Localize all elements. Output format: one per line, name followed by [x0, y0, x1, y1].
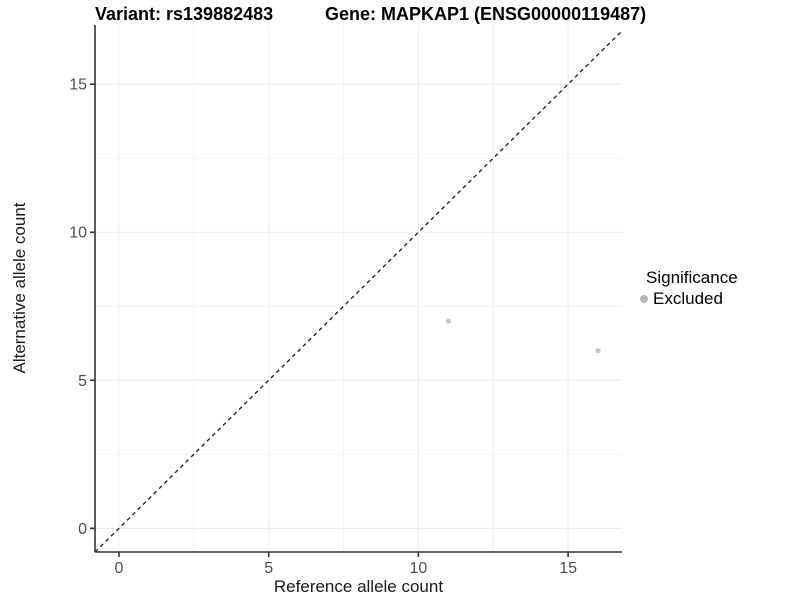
y-tick-label: 15 — [69, 77, 87, 94]
x-tick-label: 15 — [559, 560, 577, 577]
legend-key-dot-icon — [640, 295, 648, 303]
identity-reference-line — [94, 30, 623, 553]
data-point — [595, 348, 601, 354]
x-axis-title: Reference allele count — [273, 577, 444, 596]
y-tick-label: 5 — [78, 373, 87, 390]
y-axis-title: Alternative allele count — [10, 202, 29, 374]
legend-title: Significance — [646, 268, 738, 287]
legend-item-label: Excluded — [653, 289, 723, 308]
legend-item-excluded: Excluded — [636, 289, 738, 309]
legend: Significance Excluded — [636, 267, 738, 309]
x-tick-label: 10 — [409, 560, 427, 577]
data-point — [445, 318, 451, 324]
y-tick-label: 10 — [69, 225, 87, 242]
y-tick-label: 0 — [78, 521, 87, 538]
plot-title-gene: Gene: MAPKAP1 (ENSG00000119487) — [325, 4, 647, 24]
plot-title-variant: Variant: rs139882483 — [95, 4, 274, 24]
x-tick-label: 0 — [115, 560, 124, 577]
x-tick-label: 5 — [264, 560, 273, 577]
